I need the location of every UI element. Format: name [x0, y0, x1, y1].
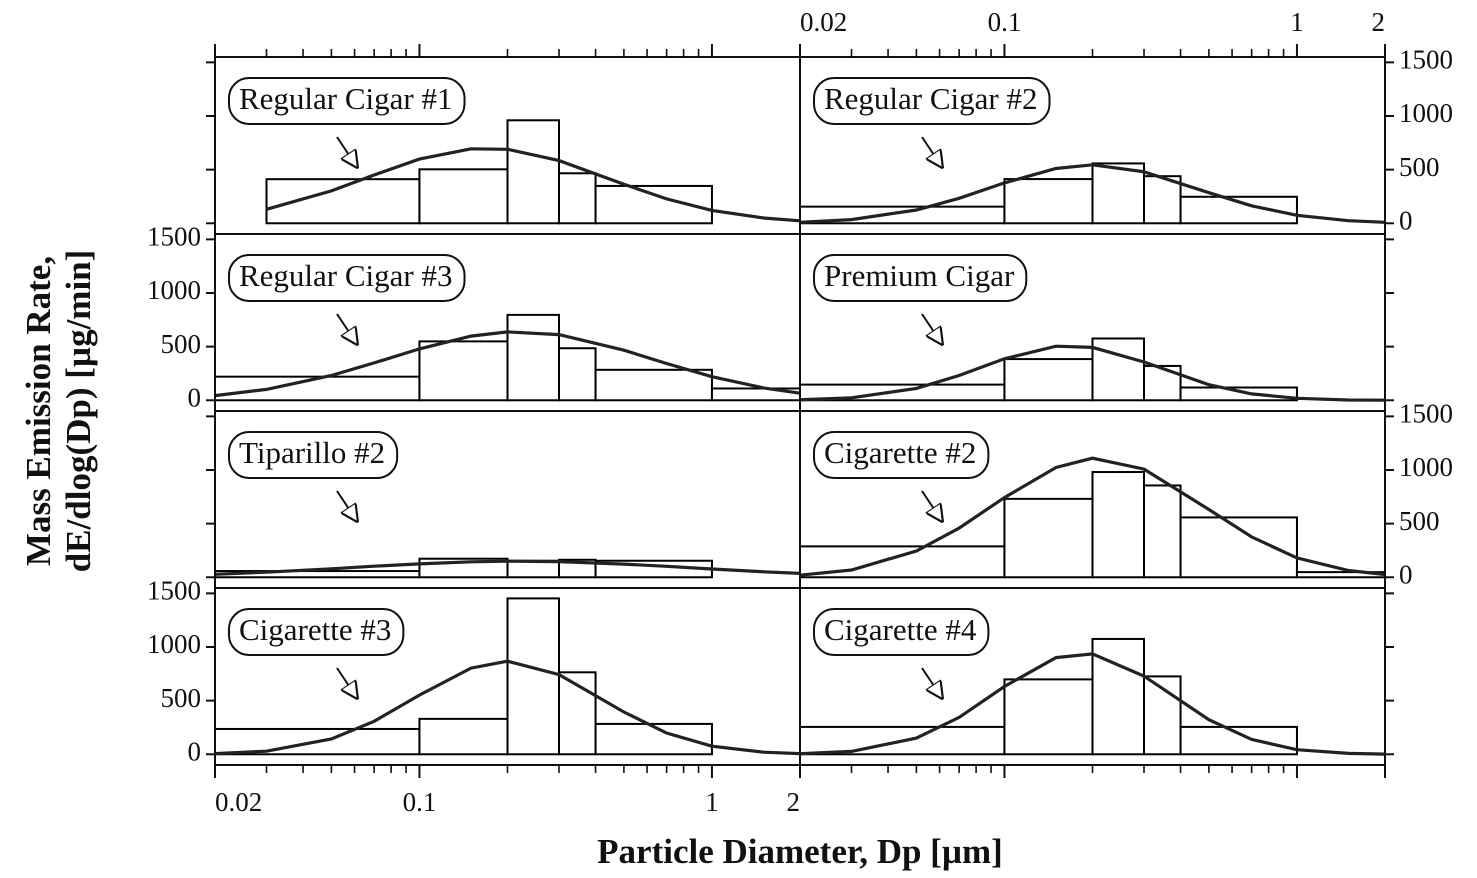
x-tick-label: 2 [787, 787, 801, 817]
panel: Premium Cigar [799, 233, 1394, 412]
bar [1091, 471, 1146, 579]
y-tick-label: 1000 [1399, 98, 1453, 128]
y-tick-label: 0 [188, 382, 202, 412]
bar [1179, 725, 1298, 756]
bar [506, 597, 561, 756]
y-tick-label: 500 [1399, 506, 1440, 536]
pointer-arrow [336, 667, 357, 698]
bar [558, 172, 597, 225]
x-tick-label: 1 [705, 787, 719, 817]
fit-curve [214, 659, 801, 756]
y-axis-label-line: Mass Emission Rate, [19, 256, 58, 566]
panel: Cigarette #4 [799, 587, 1394, 778]
pointer-arrow [921, 667, 942, 698]
label-box [813, 608, 990, 656]
panel: Tiparillo #2 [206, 410, 801, 589]
y-tick-label: 500 [1399, 152, 1440, 182]
label-box [228, 254, 466, 302]
bar [558, 347, 597, 402]
fit-curve [214, 559, 801, 576]
y-tick-label: 1000 [147, 629, 201, 659]
bar [1003, 358, 1094, 402]
bar [1143, 484, 1182, 579]
panel: 0 500 1000 1500 Regular Cigar #3 [147, 222, 802, 412]
panel-title: Cigarette #2 [824, 435, 976, 470]
pointer-arrow [921, 136, 942, 167]
x-tick-label: 0.1 [403, 787, 437, 817]
bar [1003, 497, 1094, 579]
bar [1003, 678, 1094, 756]
x-axis-label: Particle Diameter, Dp [µm] [597, 832, 1003, 871]
y-axis-label-line: dE/dlog(Dp) [µg/min] [59, 250, 98, 573]
fit-curve [266, 147, 801, 223]
bar [1179, 516, 1298, 579]
panel-title: Premium Cigar [824, 258, 1015, 293]
pointer-arrow [336, 490, 357, 521]
bar [1091, 337, 1146, 402]
fit-curve [214, 330, 801, 398]
label-box [228, 608, 405, 656]
fit-curve [799, 652, 1386, 756]
bar [506, 559, 561, 579]
pointer-arrow [336, 136, 357, 167]
y-axis-label: Mass Emission Rate, dE/dlog(Dp) [µg/min] [19, 250, 98, 573]
y-tick-label: 500 [161, 329, 202, 359]
pointer-arrow [921, 490, 942, 521]
bar [418, 717, 509, 756]
fit-curve [799, 456, 1386, 577]
panel: Regular Cigar #1 [206, 44, 801, 235]
x-tick-label: 0.02 [800, 7, 847, 37]
panel: 0 500 1000 1500 0.02 0.1 1 2 Regular Cigar #2 [799, 7, 1453, 235]
bar [594, 722, 713, 756]
fit-curve [799, 163, 1386, 224]
bar [594, 368, 713, 402]
label-box [813, 254, 1028, 302]
y-tick-label: 500 [161, 683, 202, 713]
panel-title: Tiparillo #2 [239, 435, 385, 470]
pointer-arrow [336, 313, 357, 344]
x-tick-label: 0.1 [988, 7, 1022, 37]
panel: 0 500 1000 1500 Cigarette #2 [799, 399, 1453, 589]
bar [214, 375, 421, 402]
y-tick-label: 0 [1399, 559, 1413, 589]
panel-title: Regular Cigar #1 [239, 81, 453, 116]
y-tick-label: 1000 [1399, 452, 1453, 482]
bar [1091, 162, 1146, 225]
y-tick-label: 1500 [147, 576, 201, 606]
fit-curve [799, 344, 1386, 402]
label-box [813, 77, 1051, 125]
x-tick-label: 2 [1372, 7, 1386, 37]
pointer-arrow [921, 313, 942, 344]
y-tick-label: 1500 [147, 222, 201, 252]
x-tick-label: 0.02 [215, 787, 262, 817]
bar [506, 119, 561, 225]
y-tick-label: 1500 [1399, 45, 1453, 75]
panel-title: Cigarette #4 [824, 612, 977, 647]
label-box [228, 77, 466, 125]
y-tick-label: 0 [188, 736, 202, 766]
panel-title: Cigarette #3 [239, 612, 391, 647]
panel: 0 500 1000 1500 0.02 0.1 1 2 Cigarette #3 [147, 576, 801, 817]
bar [506, 313, 561, 402]
panel-title: Regular Cigar #3 [239, 258, 453, 293]
label-box [813, 431, 990, 479]
panel-title: Regular Cigar #2 [824, 81, 1038, 116]
label-box [228, 431, 399, 479]
x-tick-label: 1 [1290, 7, 1304, 37]
bar [1143, 364, 1182, 402]
bar [418, 168, 509, 225]
bar [1179, 386, 1298, 402]
y-tick-label: 0 [1399, 205, 1413, 235]
bar [418, 340, 509, 402]
y-tick-label: 1000 [147, 275, 201, 305]
y-tick-label: 1500 [1399, 399, 1453, 429]
bar [1003, 178, 1094, 225]
